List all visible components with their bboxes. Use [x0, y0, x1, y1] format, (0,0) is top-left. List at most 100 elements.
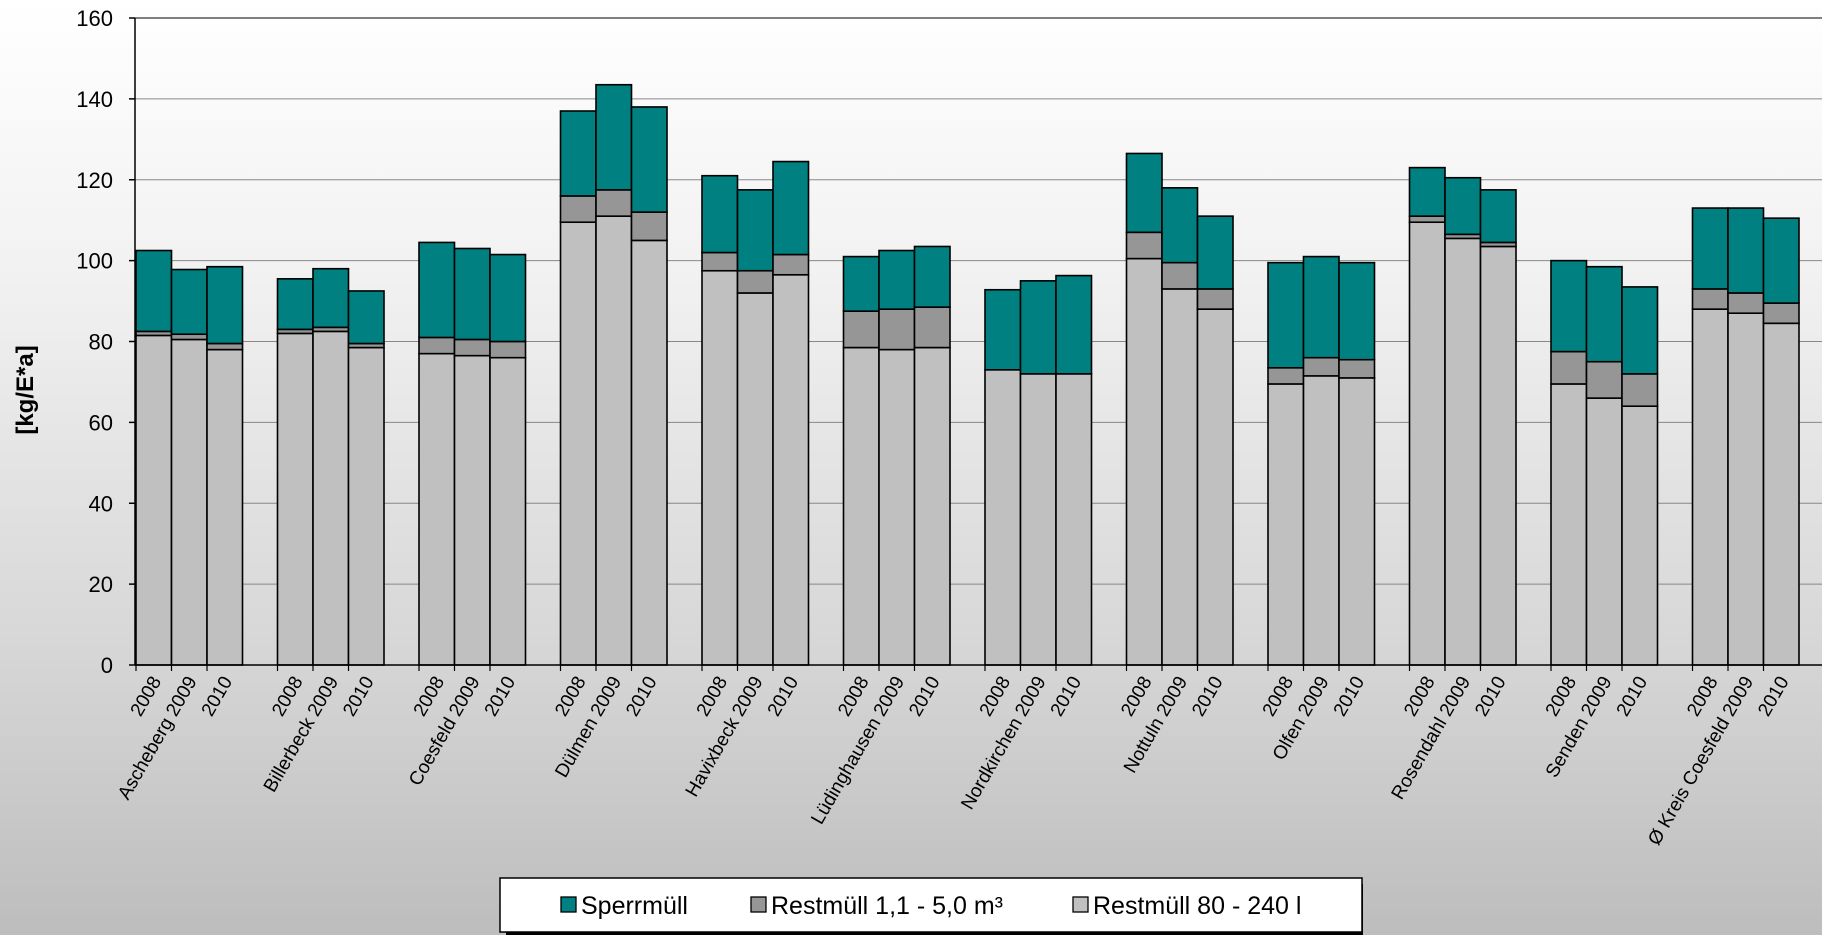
bar-segment	[453, 354, 491, 666]
bar-segment	[1302, 356, 1340, 377]
bar-segment	[878, 348, 916, 666]
bar-segment	[1621, 373, 1659, 408]
bar-segment	[595, 83, 633, 191]
y-tick-label: 0	[101, 653, 113, 678]
bar-segment	[206, 265, 244, 345]
bar-segment	[1125, 257, 1163, 666]
bar-segment	[842, 346, 880, 666]
bar-segment	[1691, 207, 1729, 290]
bar-segment	[489, 340, 527, 359]
bar-segment	[1267, 261, 1305, 369]
bar-segment	[206, 348, 244, 666]
bar-segment	[772, 160, 810, 256]
bar-segment	[1302, 255, 1340, 359]
legend-label: Restmüll 80 - 240 l	[1093, 892, 1301, 920]
bar-segment	[1161, 288, 1199, 666]
bar-segment	[1161, 261, 1199, 290]
x-tick-label: 2010	[1188, 673, 1227, 720]
bar-segment	[135, 334, 173, 666]
x-tick-label: 2010	[1047, 673, 1086, 720]
bar-segment	[1691, 308, 1729, 666]
bar-segment	[1408, 215, 1446, 224]
bar-segment	[1479, 245, 1517, 666]
bar-segment	[489, 356, 527, 666]
bar-segment	[1727, 312, 1765, 666]
bar-segment	[1479, 189, 1517, 244]
bar-segment	[1550, 350, 1588, 385]
y-tick-label: 100	[76, 249, 113, 274]
bar-segment	[1727, 207, 1765, 294]
bar-segment	[984, 288, 1022, 371]
bar-segment	[984, 369, 1022, 666]
bar-segment	[206, 342, 244, 351]
bar-segment	[347, 346, 385, 666]
bar-segment	[1444, 176, 1482, 236]
bar-segment	[559, 195, 597, 224]
legend: Sperrmüll Restmüll 1,1 - 5,0 m³ Restmüll 8…	[499, 877, 1363, 935]
bar-segment	[842, 255, 880, 312]
bar-segment	[1762, 302, 1800, 325]
bar-segment	[1267, 366, 1305, 385]
legend-swatch	[560, 896, 577, 913]
bar-segment	[878, 249, 916, 310]
x-tick-label: 2010	[905, 673, 944, 720]
legend-swatch	[750, 896, 767, 913]
bar-segment	[1762, 322, 1800, 666]
bar-segment	[276, 332, 314, 666]
bar-segment	[1408, 166, 1446, 217]
bar-segment	[1585, 397, 1623, 666]
y-tick-label: 140	[76, 87, 113, 112]
x-tick-label: 2010	[1330, 673, 1369, 720]
bar-segment	[1585, 360, 1623, 399]
bar-segment	[418, 352, 456, 666]
legend-label: Sperrmüll	[581, 892, 688, 920]
bar-segment	[1621, 286, 1659, 375]
bar-segment	[276, 278, 314, 331]
bar-segment	[1196, 308, 1234, 666]
bar-segment	[1338, 358, 1376, 379]
bar-segment	[1338, 261, 1376, 361]
y-axis-title: [kg/E*a]	[12, 345, 39, 434]
bars-layer	[135, 83, 1800, 666]
bar-segment	[170, 268, 208, 336]
y-tick-label: 40	[89, 491, 113, 516]
bar-segment	[453, 247, 491, 341]
bar-segment	[630, 239, 668, 666]
bar-segment	[453, 338, 491, 357]
x-tick-label: 2010	[1754, 673, 1793, 720]
bar-segment	[630, 106, 668, 213]
bar-segment	[135, 249, 173, 333]
gridlines	[135, 17, 1822, 585]
bar-segment	[630, 211, 668, 242]
bar-segment	[312, 267, 350, 329]
bar-segment	[1338, 377, 1376, 666]
bar-segment	[595, 215, 633, 666]
bar-segment	[772, 253, 810, 276]
bar-segment	[1019, 373, 1057, 666]
bar-segment	[1444, 237, 1482, 666]
y-tick-label: 120	[76, 168, 113, 193]
bar-segment	[418, 336, 456, 355]
bar-segment	[1196, 288, 1234, 310]
x-tick-label: 2010	[481, 673, 520, 720]
bar-segment	[1550, 383, 1588, 666]
bar-segment	[772, 273, 810, 666]
bar-segment	[1762, 217, 1800, 304]
bar-segment	[736, 292, 774, 666]
bar-segment	[842, 310, 880, 349]
bar-segment	[595, 189, 633, 217]
bar-segment	[736, 189, 774, 272]
bar-segment	[1621, 405, 1659, 666]
bar-segment	[913, 306, 951, 349]
bar-segment	[170, 338, 208, 666]
y-tick-labels: 0 20 40 60 80 100 120 140 160	[76, 6, 113, 678]
bar-segment	[878, 308, 916, 351]
bar-segment	[489, 253, 527, 343]
legend-label: Restmüll 1,1 - 5,0 m³	[771, 892, 1003, 920]
bar-segment	[913, 245, 951, 308]
bar-segment	[1267, 383, 1305, 666]
bar-segment	[559, 110, 597, 197]
bar-segment	[736, 269, 774, 294]
